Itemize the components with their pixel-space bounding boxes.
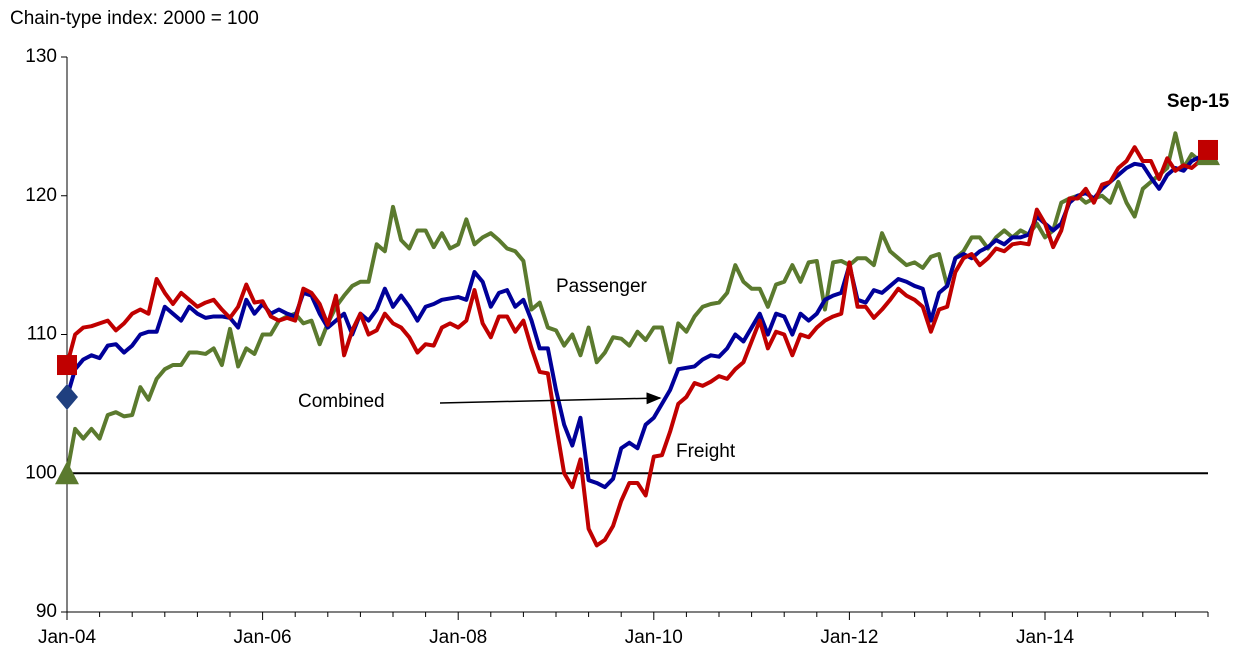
series-line — [65, 145, 1210, 548]
annotation: Sep-15 — [1167, 91, 1230, 112]
annotation: Passenger — [556, 276, 648, 297]
annotation: Freight — [676, 441, 736, 462]
x-tick-label: Jan-14 — [1016, 627, 1075, 648]
y-axis-label: Chain-type index: 2000 = 100 — [10, 8, 259, 29]
y-tick-label: 110 — [27, 324, 57, 345]
x-tick-label: Jan-10 — [625, 627, 683, 648]
x-tick-label: Jan-12 — [820, 627, 878, 648]
x-tick-label: Jan-06 — [234, 627, 292, 648]
y-tick-label: 120 — [25, 185, 57, 206]
x-tick-label: Jan-04 — [38, 627, 97, 648]
y-tick-label: 90 — [36, 601, 57, 622]
marker — [1198, 139, 1218, 160]
annotation: Combined — [298, 391, 385, 412]
series-line — [65, 152, 1209, 490]
annotation-arrow — [439, 392, 662, 405]
marker — [57, 355, 77, 376]
series-line — [65, 131, 1210, 474]
marker — [55, 461, 79, 485]
y-tick-label: 100 — [25, 462, 57, 483]
y-tick-label: 130 — [25, 46, 57, 67]
x-tick-label: Jan-08 — [429, 627, 487, 648]
marker — [56, 383, 78, 410]
